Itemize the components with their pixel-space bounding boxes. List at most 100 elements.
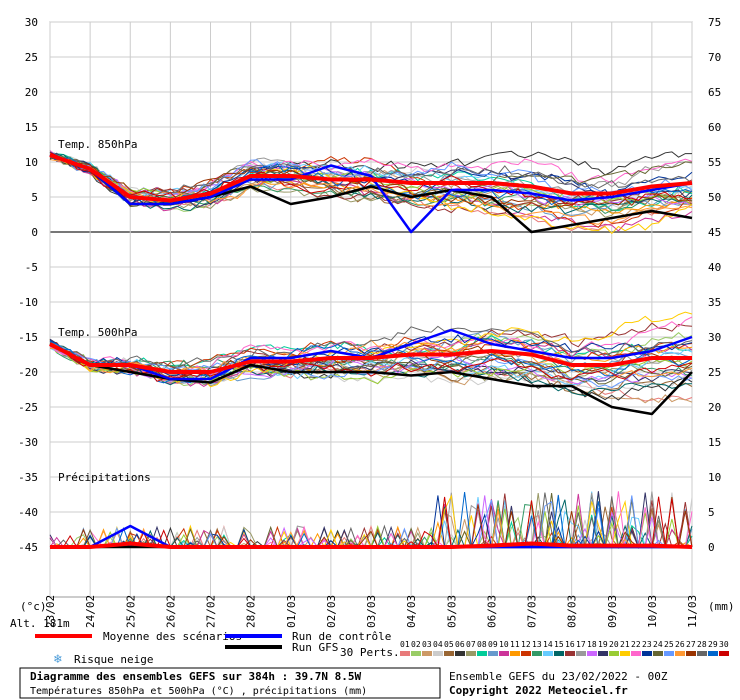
x-tick-label: 28/02	[245, 595, 258, 628]
pert-swatch	[400, 651, 410, 656]
left-tick-label: -20	[18, 366, 38, 379]
perturbation-line	[49, 325, 693, 373]
main-series-lines	[49, 153, 693, 549]
left-tick-label: -35	[18, 471, 38, 484]
pert-number: 25	[664, 640, 674, 649]
right-tick-label: 25	[708, 366, 721, 379]
right-tick-label: 5	[708, 506, 715, 519]
right-unit: (mm)	[708, 600, 735, 613]
pert-swatch	[664, 651, 674, 656]
right-tick-label: 10	[708, 471, 721, 484]
right-tick-label: 55	[708, 156, 721, 169]
pert-number: 06	[455, 640, 465, 649]
pert-number: 05	[444, 640, 454, 649]
perturbation-line	[49, 157, 693, 225]
perturbation-legend: 01 02 03 04 05 06 07 08 09 10 11 12 13 14 15 16 17 18 19 20…	[400, 640, 729, 656]
left-tick-label: 5	[31, 191, 38, 204]
x-tick-label: 01/03	[285, 595, 298, 628]
pert-number: 26	[675, 640, 685, 649]
pert-number: 15	[554, 640, 564, 649]
pert-swatch	[598, 651, 608, 656]
pert-swatch	[609, 651, 619, 656]
perturbation-line	[49, 342, 693, 385]
x-tick-label: 02/03	[325, 595, 338, 628]
chart-title: Diagramme des ensembles GEFS sur 384h : …	[30, 670, 362, 683]
pert-swatch	[675, 651, 685, 656]
right-tick-label: 75	[708, 16, 721, 29]
perturbation-line	[49, 150, 692, 204]
left-tick-label: 20	[25, 86, 38, 99]
right-tick-label: 70	[708, 51, 721, 64]
left-tick-label: 10	[25, 156, 38, 169]
pert-swatch	[477, 651, 487, 656]
snowflake-icon: ❄	[53, 652, 62, 667]
left-tick-label: -25	[18, 401, 38, 414]
pert-number: 10	[499, 640, 509, 649]
x-tick-label: 25/02	[124, 595, 137, 628]
pert-number: 20	[609, 640, 619, 649]
right-tick-label: 15	[708, 436, 721, 449]
pert-swatch	[554, 651, 564, 656]
x-axis-ticks: 23/02 24/02 25/02 26/02 27/02 28/02 01/03 02/03…	[44, 595, 699, 628]
left-tick-label: 25	[25, 51, 38, 64]
right-tick-label: 65	[708, 86, 721, 99]
series-line	[49, 153, 693, 234]
x-tick-label: 26/02	[164, 595, 177, 628]
panel-label-t500: Temp. 500hPa	[58, 326, 137, 339]
series-line	[49, 342, 693, 416]
right-tick-label: 50	[708, 191, 721, 204]
pert-number: 12	[521, 640, 531, 649]
pert-number: 30	[719, 640, 729, 649]
right-tick-label: 35	[708, 296, 721, 309]
pert-swatch	[565, 651, 575, 656]
pert-number: 23	[642, 640, 652, 649]
left-tick-label: -45	[18, 541, 38, 554]
x-tick-label: 27/02	[205, 595, 218, 628]
pert-number: 18	[587, 640, 597, 649]
pert-swatch	[653, 651, 663, 656]
pert-number: 02	[411, 640, 421, 649]
chart-subtitle: Températures 850hPa et 500hPa (°C) , pré…	[30, 685, 367, 697]
left-tick-label: 0	[31, 226, 38, 239]
pert-swatch	[411, 651, 421, 656]
legend-control-label: Run de contrôle	[292, 630, 391, 643]
pert-number: 24	[653, 640, 663, 649]
pert-number: 01	[400, 640, 410, 649]
left-unit: (°c)	[20, 600, 47, 613]
left-tick-label: -30	[18, 436, 38, 449]
pert-number: 09	[488, 640, 498, 649]
pert-swatch	[686, 651, 696, 656]
x-tick-label: 08/03	[566, 595, 579, 628]
perturbation-line	[49, 311, 693, 388]
left-tick-label: -40	[18, 506, 38, 519]
pert-number: 07	[466, 640, 476, 649]
pert-swatch	[466, 651, 476, 656]
pert-swatch	[532, 651, 542, 656]
left-tick-label: -5	[25, 261, 38, 274]
pert-swatch	[708, 651, 718, 656]
title-box	[19, 667, 441, 699]
legend-perts-label: 30 Perts.	[340, 646, 400, 659]
pert-swatch	[697, 651, 707, 656]
x-tick-label: 05/03	[445, 595, 458, 628]
left-axis-ticks: 30 25 20 15 10 5 0 -5 -10 -15 -20 -25 -30 -35 -40 -45	[18, 16, 38, 554]
pert-swatch	[455, 651, 465, 656]
altitude-label: Alt. 181m	[10, 617, 70, 630]
perturbation-line	[49, 153, 693, 202]
pert-swatch	[543, 651, 553, 656]
pert-number: 28	[697, 640, 707, 649]
series-line	[49, 153, 693, 203]
x-tick-label: 04/03	[405, 595, 418, 628]
x-tick-label: 07/03	[526, 595, 539, 628]
x-tick-label: 11/03	[686, 595, 699, 628]
pert-number: 13	[532, 640, 542, 649]
pert-number: 08	[477, 640, 487, 649]
pert-number: 03	[422, 640, 432, 649]
pert-swatch	[576, 651, 586, 656]
pert-number: 21	[620, 640, 630, 649]
pert-number: 19	[598, 640, 608, 649]
left-tick-label: 30	[25, 16, 38, 29]
